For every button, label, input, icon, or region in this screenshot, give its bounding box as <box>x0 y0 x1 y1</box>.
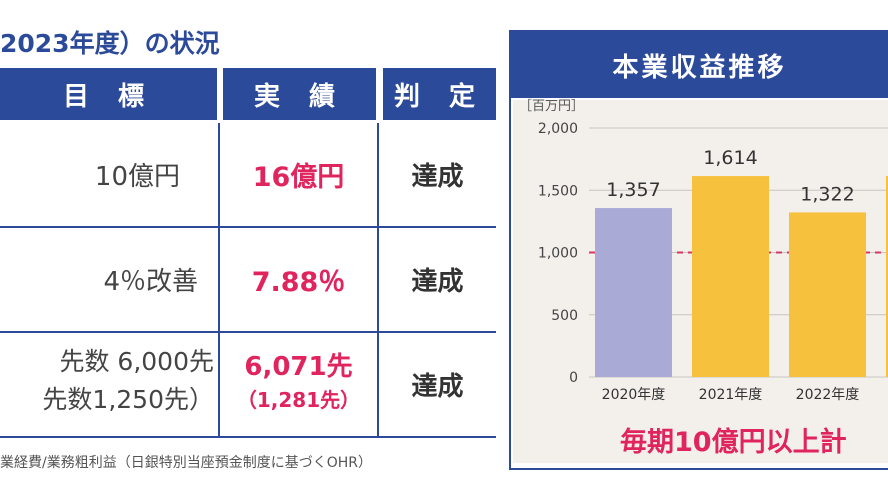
table-divider <box>377 123 379 438</box>
chart-title: 本業収益推移 <box>511 32 888 98</box>
bar-chart: ［百万円］ 0 500 1,000 1,500 2,000 1,357 1,614 1,32… <box>519 99 888 403</box>
header-actual: 実 績 <box>223 68 376 120</box>
x-tick-label: 2020年度 <box>602 387 666 403</box>
bar <box>692 176 769 377</box>
table-row-3-target: 先数 6,000先 先数1,250先） <box>0 343 214 427</box>
y-axis-unit: ［百万円］ <box>519 99 584 114</box>
table-divider <box>0 436 496 438</box>
x-tick-labels: 2020年度 2021年度 2022年度 <box>602 387 860 403</box>
x-tick-label: 2022年度 <box>796 387 860 403</box>
header-verdict: 判 定 <box>383 68 496 120</box>
y-tick-label: 1,500 <box>538 183 578 199</box>
section-title: 2023年度）の状況 <box>0 29 220 58</box>
table-row-3-verdict: 達成 <box>411 372 464 402</box>
bar <box>595 208 672 377</box>
table-row-3-target-line1: 先数 6,000先 <box>59 347 214 376</box>
table-row-3-target-line2: 先数1,250先） <box>42 385 214 414</box>
table-note: 業経費/業務粗利益（日銀特別当座預金制度に基づくOHR） <box>0 455 372 471</box>
header-actual-label: 実 績 <box>253 81 346 112</box>
value-labels: 1,357 1,614 1,322 <box>606 147 854 205</box>
value-label: 1,322 <box>800 183 854 205</box>
y-tick-label: 500 <box>551 308 578 324</box>
chart-footer: 毎期10億円以上計 <box>620 427 847 458</box>
table-row-1-verdict: 達成 <box>411 162 464 192</box>
table-divider <box>218 123 220 438</box>
header-verdict-label: 判 定 <box>393 81 486 112</box>
table-row-2-actual: 7.88％ <box>251 267 346 298</box>
y-tick-labels: 0 500 1,000 1,500 2,000 <box>538 121 578 386</box>
table-row-3-actual-line1: 6,071先 <box>244 352 353 382</box>
table-row-2-target: 4％改善 <box>103 267 198 297</box>
bars <box>595 176 888 377</box>
table-row-1-actual: 16億円 <box>252 162 345 193</box>
table-divider <box>0 226 496 228</box>
value-label: 1,357 <box>606 179 660 201</box>
y-tick-label: 0 <box>569 370 578 386</box>
header-target-label: 目 標 <box>62 81 155 112</box>
y-tick-label: 2,000 <box>538 121 578 137</box>
table-row-1-target: 10億円 <box>94 162 180 192</box>
bar <box>789 212 866 377</box>
header-target: 目 標 <box>0 68 217 120</box>
value-label: 1,614 <box>703 147 757 169</box>
x-tick-label: 2021年度 <box>699 387 763 403</box>
table-row-2-verdict: 達成 <box>411 267 464 297</box>
y-tick-label: 1,000 <box>538 246 578 262</box>
table-row-3-actual: 6,071先 （1,281先） <box>220 348 377 414</box>
bar-partial <box>886 176 888 377</box>
table-row-3-actual-line2: （1,281先） <box>236 388 361 412</box>
table-divider <box>0 331 496 333</box>
